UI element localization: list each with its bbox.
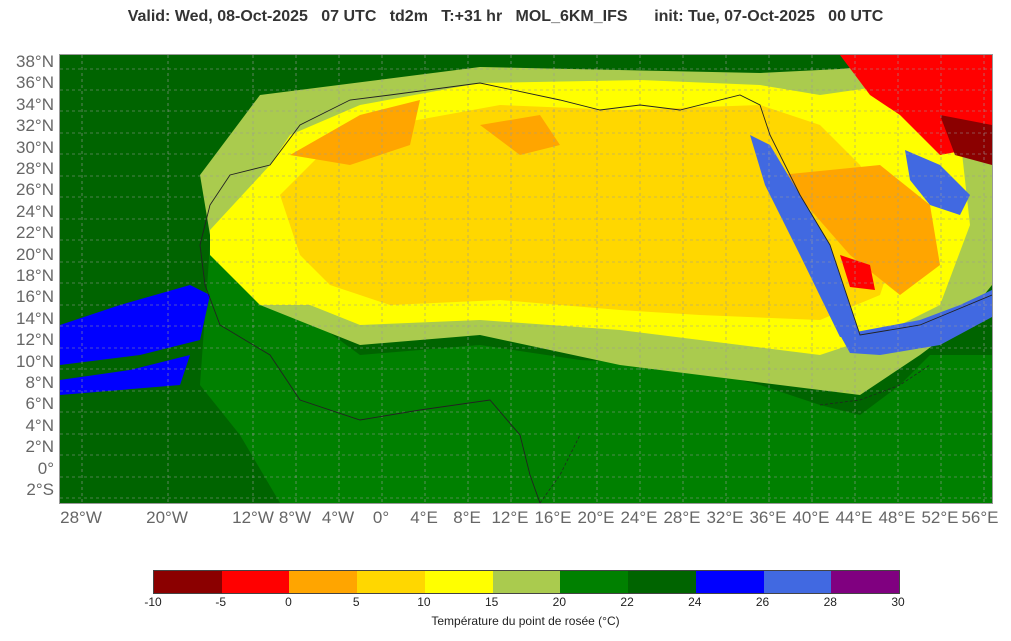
legend-tick-label: 20	[552, 595, 567, 609]
orange-patch-arabia	[780, 165, 940, 295]
legend-tick-label: 24	[688, 595, 702, 609]
lon-label: 36°E	[749, 508, 787, 527]
lon-label: 28°E	[663, 508, 701, 527]
lon-label: 8°W	[278, 508, 312, 527]
lat-label: 26°N	[16, 180, 54, 200]
lat-label: 18°N	[16, 266, 54, 285]
lat-label: 38°N	[16, 52, 54, 71]
legend-swatch	[154, 571, 222, 593]
orange-patch-sahara	[480, 115, 560, 155]
darkred-zone-iran	[940, 115, 992, 165]
lat-label: 14°N	[16, 308, 54, 328]
lat-label: 20°N	[16, 244, 54, 264]
legend-swatch	[628, 571, 696, 593]
lon-label: 44°E	[835, 508, 873, 527]
lat-label: 34°N	[16, 94, 54, 114]
map-field	[60, 55, 992, 503]
red-zone-yemen	[840, 255, 875, 290]
lat-label: 10°N	[16, 351, 54, 371]
legend-swatch	[492, 571, 561, 593]
legend-label: Température du point de rosée (°C)	[431, 614, 620, 628]
lon-label: 56°E	[961, 508, 999, 527]
lon-label: 16°E	[534, 508, 572, 527]
lon-label: 20°E	[577, 508, 615, 527]
sahara-core-region	[280, 105, 900, 320]
legend-tick-label: 5	[352, 595, 360, 609]
dewpoint-map	[59, 54, 993, 504]
legend-swatch	[560, 571, 629, 593]
lat-label: 16°N	[16, 287, 54, 307]
legend-tick-label: 0	[285, 595, 292, 609]
legend-tick-label: 10	[417, 595, 431, 609]
legend-swatch	[763, 571, 832, 593]
lon-label: 40°E	[792, 508, 830, 527]
legend-swatch	[424, 571, 493, 593]
legend-swatch	[289, 571, 358, 593]
map-title: Valid: Wed, 08-Oct-2025 07 UTC td2m T:+3…	[127, 8, 884, 25]
lon-label: 8°E	[453, 508, 481, 527]
lon-label: 12°W	[232, 508, 274, 527]
legend-tick-label: 22	[620, 595, 634, 609]
lat-label: 24°N	[16, 201, 54, 221]
legend-tick-label: -5	[215, 595, 227, 609]
lat-label: 32°N	[16, 116, 54, 136]
lon-label: 24°E	[620, 508, 658, 527]
atlantic-blue-streak	[60, 355, 190, 395]
lon-label: 20°W	[146, 508, 188, 527]
lon-label: 12°E	[491, 508, 529, 527]
lat-label: 0°	[37, 458, 54, 478]
lon-label: 48°E	[878, 508, 916, 527]
legend-swatch	[695, 571, 764, 593]
legend-tick-label: 28	[823, 595, 837, 609]
coastline	[199, 82, 992, 503]
legend-swatch	[221, 571, 290, 593]
lat-label: 4°N	[25, 415, 54, 435]
lon-label: 52°E	[921, 508, 959, 527]
legend-tick-label: 26	[755, 595, 770, 609]
lat-label: 2°S	[26, 480, 54, 499]
lat-label: 22°N	[16, 223, 54, 243]
moist-africa-region	[200, 245, 992, 503]
gulf-of-aden-region	[840, 290, 992, 355]
lon-label: 4°W	[321, 508, 355, 527]
lat-label: 6°N	[25, 394, 54, 414]
orange-patch-atlas	[290, 100, 420, 165]
lat-label: 8°N	[25, 373, 54, 392]
lon-label: 32°E	[706, 508, 744, 527]
lat-label: 2°N	[25, 437, 54, 457]
lat-label: 28°N	[16, 159, 54, 178]
graticule	[60, 55, 992, 503]
legend-swatch	[831, 571, 900, 593]
legend-swatch	[357, 571, 425, 593]
borders	[539, 364, 931, 503]
lon-label: 4°E	[410, 508, 438, 527]
legend-tick-label: 15	[484, 595, 499, 609]
legend-tick-label: 30	[891, 595, 905, 609]
persian-gulf-region	[905, 150, 970, 215]
color-legend	[153, 570, 900, 594]
lon-label: 0°	[372, 508, 390, 527]
red-sea-region	[750, 135, 860, 337]
lon-label: 28°W	[60, 508, 102, 527]
atlantic-blue-zone	[60, 285, 210, 365]
legend-tick-label: -10	[144, 595, 162, 609]
lat-label: 12°N	[16, 330, 54, 350]
lat-label: 30°N	[16, 137, 54, 157]
lat-label: 36°N	[16, 73, 54, 93]
